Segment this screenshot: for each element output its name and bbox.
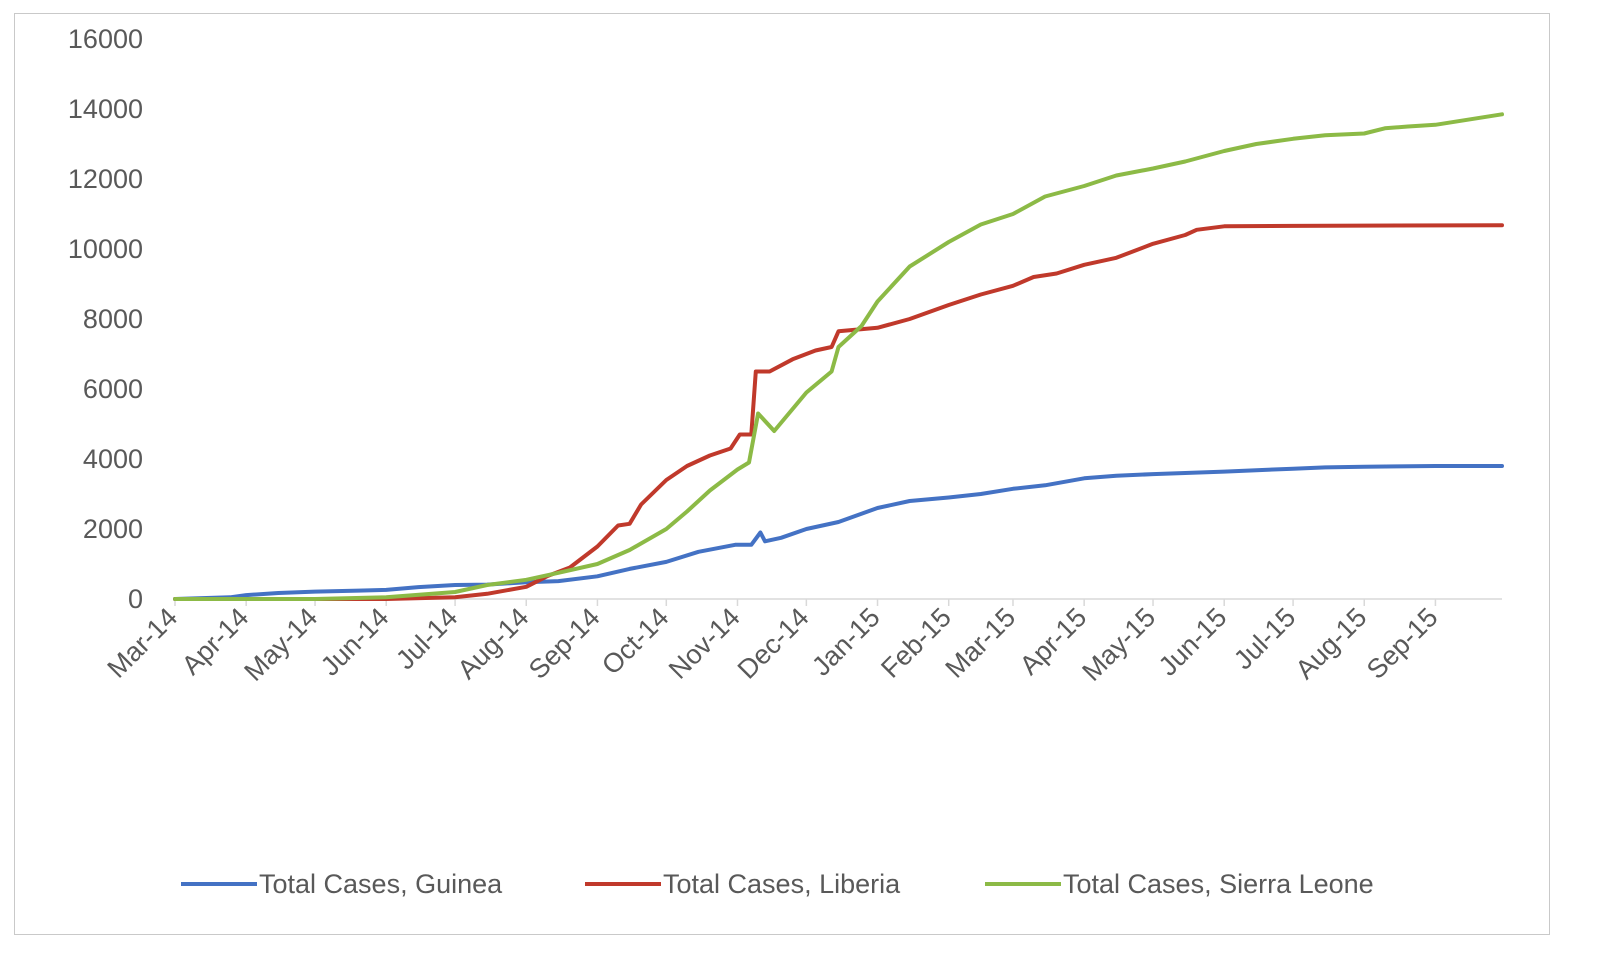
x-tick-label: Jan-15 — [806, 602, 886, 682]
x-tick-label: Aug-14 — [452, 602, 535, 685]
y-tick-label: 16000 — [68, 24, 143, 54]
x-tick-label: Sep-15 — [1361, 602, 1444, 685]
y-tick-label: 4000 — [83, 444, 143, 474]
legend-label-3: Total Cases, Sierra Leone — [1063, 869, 1374, 899]
x-tick-label: May-15 — [1076, 602, 1161, 687]
x-tick-label: Nov-14 — [663, 602, 746, 685]
x-axis-ticks: Mar-14Apr-14May-14Jun-14Jul-14Aug-14Sep-… — [102, 599, 1444, 687]
y-tick-label: 8000 — [83, 304, 143, 334]
x-tick-label: Sep-14 — [523, 602, 606, 685]
line-chart: 0 2000 4000 6000 8000 10000 12000 14000 16000 Ma… — [68, 24, 1504, 899]
legend-label-1: Total Cases, Guinea — [259, 869, 503, 899]
series-line-2 — [173, 223, 1504, 601]
y-tick-label: 6000 — [83, 374, 143, 404]
y-tick-label: 2000 — [83, 514, 143, 544]
legend-label-2: Total Cases, Liberia — [663, 869, 901, 899]
chart-frame: 0 2000 4000 6000 8000 10000 12000 14000 16000 Ma… — [14, 13, 1550, 935]
x-tick-label: Feb-15 — [875, 602, 957, 684]
legend: Total Cases, Guinea Total Cases, Liberia T… — [181, 869, 1374, 899]
x-tick-label: May-14 — [238, 602, 323, 687]
x-tick-label: Dec-14 — [732, 602, 815, 685]
x-tick-label: Jun-14 — [315, 602, 395, 682]
series-layer — [173, 112, 1504, 601]
y-tick-label: 10000 — [68, 234, 143, 264]
x-tick-label: Oct-14 — [596, 602, 675, 681]
series-line-1 — [173, 464, 1504, 601]
x-tick-label: Aug-15 — [1290, 602, 1373, 685]
y-tick-label: 14000 — [68, 94, 143, 124]
y-tick-label: 12000 — [68, 164, 143, 194]
x-tick-label: Mar-15 — [940, 602, 1022, 684]
y-axis-ticks: 0 2000 4000 6000 8000 10000 12000 14000 16000 — [68, 24, 143, 614]
x-tick-label: Mar-14 — [102, 602, 184, 684]
y-tick-label: 0 — [128, 584, 143, 614]
x-tick-label: Jun-15 — [1153, 602, 1233, 682]
series-line-3 — [173, 112, 1504, 601]
